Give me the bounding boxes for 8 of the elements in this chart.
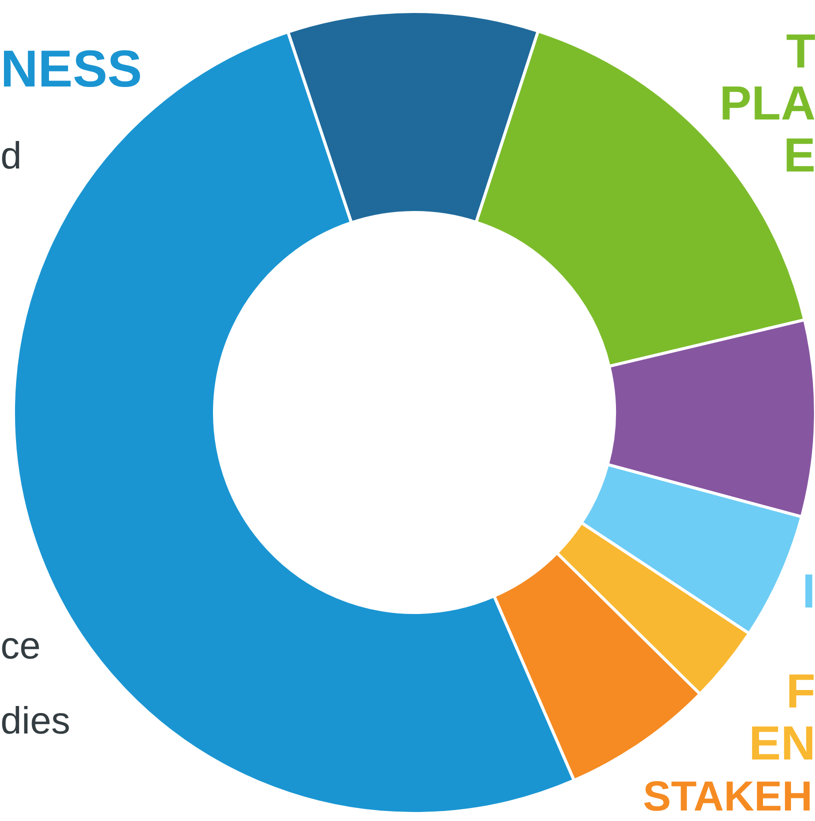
slice-label: I bbox=[802, 566, 815, 618]
text: ce bbox=[0, 626, 41, 668]
text: d bbox=[0, 136, 22, 178]
slice-label: T PLA E bbox=[720, 26, 815, 182]
text: dies bbox=[0, 700, 70, 742]
slice-label: STAKEH bbox=[642, 772, 813, 820]
slice-label: NESS bbox=[0, 40, 142, 98]
slice-label: F EN bbox=[748, 666, 815, 770]
